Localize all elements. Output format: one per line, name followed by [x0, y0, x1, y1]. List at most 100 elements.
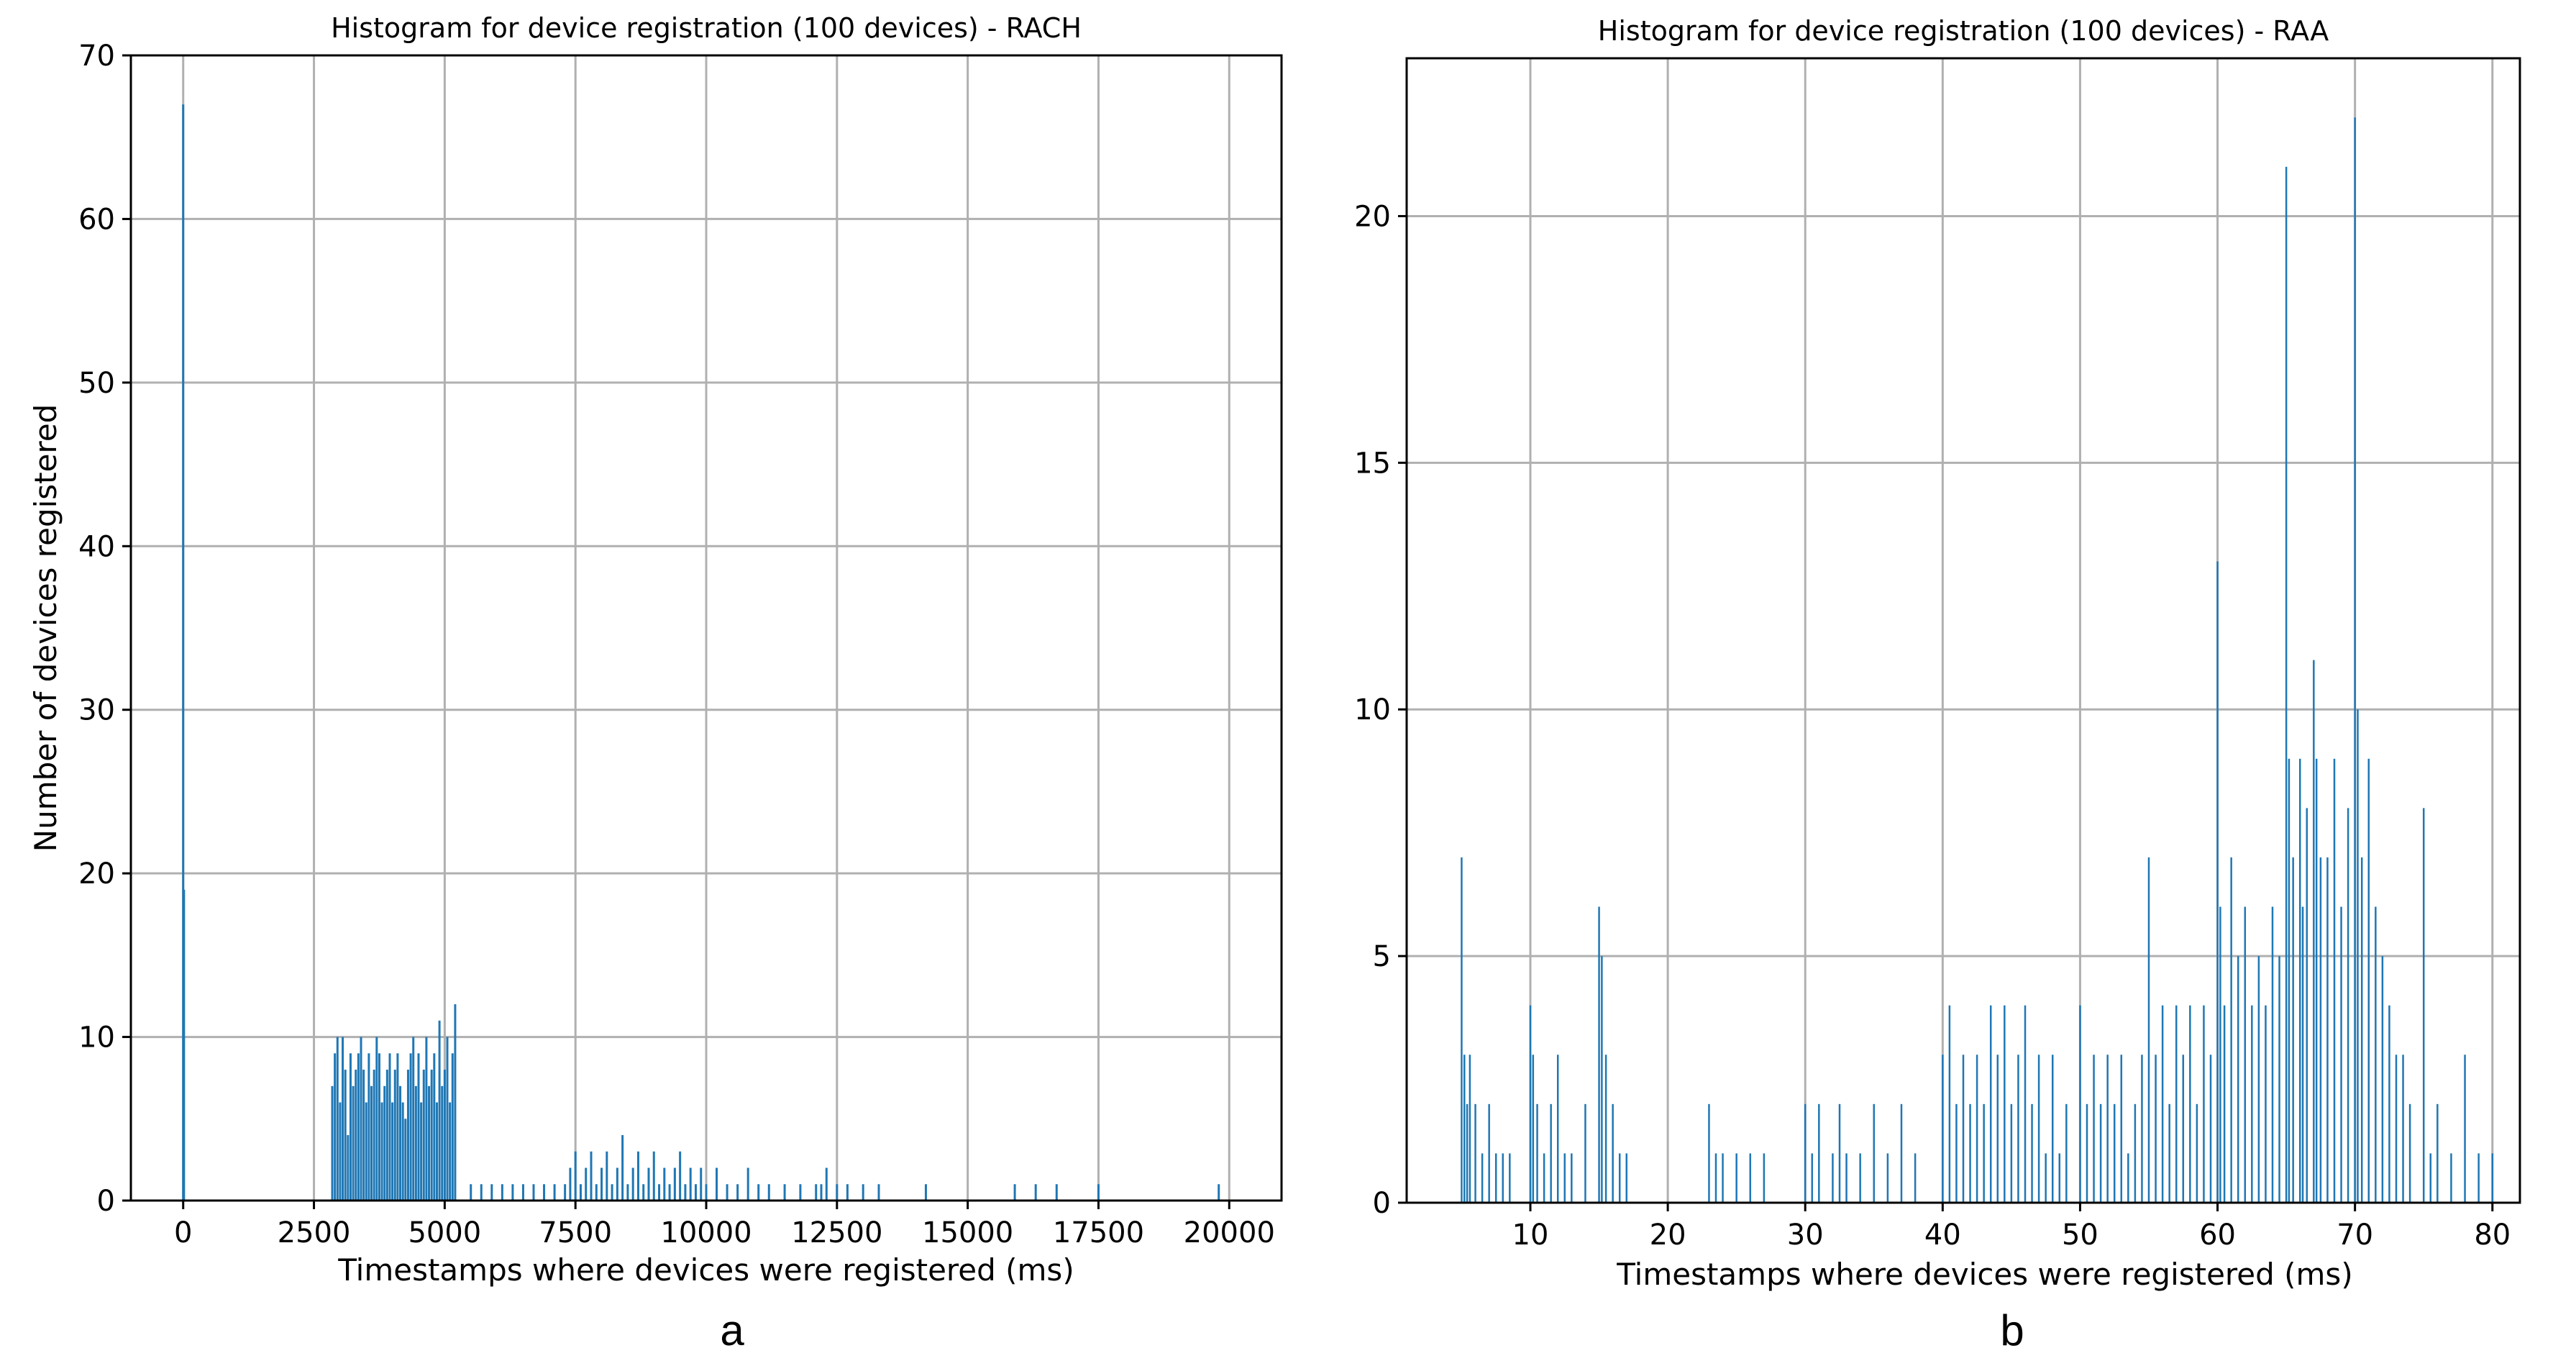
- histogram-bar: [399, 1085, 402, 1201]
- histogram-bar: [569, 1167, 572, 1201]
- histogram-bar: [352, 1085, 355, 1201]
- histogram-bar: [825, 1167, 828, 1201]
- histogram-bar: [2065, 1103, 2068, 1203]
- histogram-bar: [1763, 1153, 1766, 1203]
- x-tick-label: 10: [1512, 1219, 1549, 1252]
- chart-panel-b: 10 20 30 40 50 60 70 80 0 5 10 15 20 Histogram for d…: [1354, 15, 2521, 1354]
- histogram-bar: [579, 1184, 582, 1201]
- histogram-bar: [658, 1184, 661, 1201]
- histogram-bar: [2196, 1103, 2198, 1203]
- histogram-bar: [600, 1167, 603, 1201]
- histogram-bar: [2017, 1055, 2019, 1203]
- y-tick-label: 5: [1373, 940, 1391, 973]
- histogram-bar: [393, 1070, 396, 1201]
- y-tick-label: 15: [1354, 447, 1391, 480]
- histogram-bar: [647, 1167, 650, 1201]
- histogram-bar: [360, 1037, 362, 1201]
- histogram-bar: [2168, 1103, 2170, 1203]
- histogram-bar: [736, 1184, 739, 1201]
- histogram-bar: [1502, 1153, 1504, 1203]
- histogram-bar: [2464, 1055, 2466, 1203]
- histogram-bar: [673, 1167, 676, 1201]
- histogram-bar: [2120, 1055, 2123, 1203]
- histogram-bar: [2079, 1005, 2081, 1203]
- histogram-bar: [2375, 906, 2377, 1203]
- histogram-bar: [1969, 1103, 1971, 1203]
- chart-title-b: Histogram for device registration (100 d…: [1598, 15, 2329, 47]
- x-axis-label-b: Timestamps where devices were registered…: [1616, 1257, 2352, 1292]
- histogram-bar: [1556, 1055, 1559, 1203]
- histogram-bar: [443, 1070, 446, 1201]
- histogram-bar: [668, 1184, 671, 1201]
- histogram-bar: [2127, 1153, 2129, 1203]
- histogram-bar: [746, 1167, 749, 1201]
- histogram-bar: [2134, 1103, 2137, 1203]
- histogram-bar: [342, 1037, 344, 1201]
- histogram-bar: [2422, 808, 2425, 1203]
- histogram-bar: [689, 1167, 692, 1201]
- histogram-bar: [585, 1167, 588, 1201]
- histogram-bar: [1550, 1103, 1552, 1203]
- histogram-bar: [1612, 1103, 1614, 1203]
- histogram-bar: [2301, 906, 2304, 1203]
- histogram-bar: [2360, 857, 2363, 1203]
- histogram-bar: [454, 1004, 457, 1201]
- panel-label-b: b: [2000, 1306, 2024, 1354]
- histogram-bar: [470, 1184, 472, 1201]
- histogram-bar: [631, 1167, 634, 1201]
- y-tick-label: 0: [97, 1185, 115, 1218]
- histogram-bar: [428, 1085, 431, 1201]
- histogram-bar: [451, 1053, 454, 1201]
- histogram-bar: [726, 1184, 729, 1201]
- histogram-bar: [2340, 906, 2342, 1203]
- histogram-bar: [2113, 1103, 2116, 1203]
- histogram-bar: [1942, 1055, 1944, 1203]
- histogram-bar: [1466, 1103, 1469, 1203]
- y-tick-label: 0: [1373, 1187, 1391, 1220]
- x-tick-label: 0: [174, 1216, 192, 1249]
- histogram-bar: [663, 1167, 666, 1201]
- histogram-bar: [490, 1184, 493, 1201]
- histogram-bar: [2058, 1153, 2061, 1203]
- histogram-bar: [836, 1184, 839, 1201]
- histogram-bar: [412, 1037, 415, 1201]
- histogram-bar: [1859, 1153, 1861, 1203]
- histogram-bar: [2093, 1055, 2095, 1203]
- histogram-bar: [357, 1053, 360, 1201]
- histogram-bar: [2477, 1153, 2480, 1203]
- histogram-bar: [626, 1184, 629, 1201]
- histogram-bar: [1811, 1153, 1814, 1203]
- histogram-bar: [1749, 1153, 1752, 1203]
- histogram-bar: [1714, 1153, 1717, 1203]
- histogram-bar: [521, 1184, 524, 1201]
- histogram-bar: [1983, 1103, 1985, 1203]
- histogram-bar: [1463, 1055, 1466, 1203]
- histogram-bar: [396, 1053, 399, 1201]
- histogram-bar: [636, 1151, 639, 1201]
- x-tick-label: 80: [2474, 1219, 2511, 1252]
- histogram-bar: [621, 1135, 624, 1201]
- histogram-bar: [1571, 1153, 1573, 1203]
- x-tick-label: 7500: [539, 1216, 612, 1249]
- histogram-bar: [2024, 1005, 2027, 1203]
- histogram-bar: [1804, 1103, 1807, 1203]
- histogram-bar: [385, 1070, 388, 1201]
- histogram-bar: [716, 1167, 718, 1201]
- histogram-bar: [2251, 1005, 2253, 1203]
- histogram-bar: [2319, 857, 2322, 1203]
- chart-panel-a: 0 2500 5000 7500 10000 12500 15000 17500 20000 0 1…: [28, 12, 1283, 1354]
- histogram-bar: [1584, 1103, 1586, 1203]
- x-tick-label: 30: [1787, 1219, 1824, 1252]
- histogram-bar: [344, 1070, 347, 1201]
- histogram-bar: [2182, 1055, 2185, 1203]
- x-tick-label: 15000: [922, 1216, 1013, 1249]
- histogram-bar: [2106, 1055, 2109, 1203]
- histogram-bar: [2086, 1103, 2088, 1203]
- histogram-bar: [2031, 1103, 2033, 1203]
- histogram-bar: [700, 1167, 703, 1201]
- histogram-bar: [2099, 1103, 2102, 1203]
- x-tick-label: 70: [2337, 1219, 2373, 1252]
- x-tick-label: 20000: [1184, 1216, 1275, 1249]
- histogram-bar: [401, 1102, 404, 1201]
